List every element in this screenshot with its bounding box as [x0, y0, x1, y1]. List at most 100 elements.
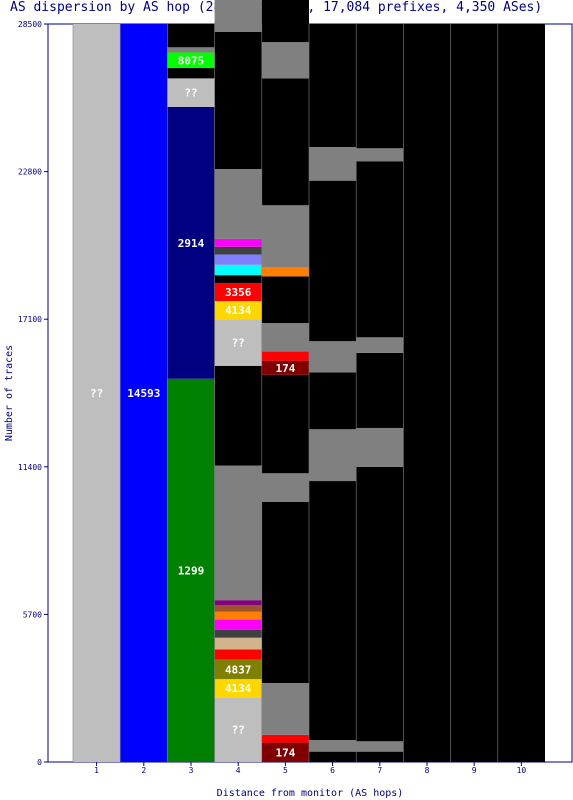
bar-segment-3-1 [167, 106, 215, 379]
bar-segment-4-18 [214, 246, 262, 255]
bar-segment-4-0 [214, 697, 262, 762]
bar-segment-4-3 [214, 649, 262, 660]
bar-segment-7-0 [356, 751, 404, 762]
bar-segment-6-6 [309, 180, 357, 342]
x-tick-label-9: 9 [472, 766, 477, 775]
bar-segment-10-0 [497, 24, 545, 762]
bar-segment-1-0 [73, 24, 121, 762]
bar-segment-7-1 [356, 741, 404, 752]
bar-segment-3-4 [167, 52, 215, 69]
bar-segment-4-11 [214, 365, 262, 466]
bar-segment-9-0 [450, 24, 498, 762]
segment-label-3-2: ?? [184, 87, 197, 100]
bar-segment-4-17 [214, 254, 262, 265]
y-tick-label-0: 0 [37, 758, 42, 767]
bar-segment-3-5 [167, 47, 215, 53]
bar-segment-6-8 [309, 24, 357, 147]
bar-segment-7-4 [356, 352, 404, 428]
bar-segment-5-4 [261, 473, 309, 502]
x-axis-label: Distance from monitor (AS hops) [217, 788, 404, 799]
bar-segment-5-5 [261, 374, 309, 474]
segment-label-3-4: 8075 [178, 54, 205, 67]
bar-segment-5-11 [261, 205, 309, 268]
bar-segment-5-12 [261, 78, 309, 206]
x-tick-label-1: 1 [94, 766, 99, 775]
y-tick-label-2: 11400 [18, 463, 42, 472]
x-tick-label-6: 6 [330, 766, 335, 775]
bar-segment-6-7 [309, 147, 357, 181]
bar-segment-7-6 [356, 161, 404, 338]
segment-label-4-0: ?? [232, 724, 245, 737]
bar-segment-6-0 [309, 751, 357, 762]
segment-label-4-2: 4837 [225, 663, 252, 676]
bar-segment-4-1 [214, 679, 262, 698]
bar-segment-4-7 [214, 611, 262, 620]
x-tick-label-8: 8 [425, 766, 430, 775]
bar-segment-3-0 [167, 378, 215, 762]
y-tick-label-5: 28500 [18, 20, 42, 29]
bar-segment-4-5 [214, 629, 262, 638]
bar-segment-4-8 [214, 605, 262, 612]
bar-segment-4-2 [214, 659, 262, 680]
bar-segment-4-19 [214, 238, 262, 247]
y-tick-label-4: 22800 [18, 168, 42, 177]
x-tick-label-5: 5 [283, 766, 288, 775]
bar-segment-3-6 [167, 24, 215, 48]
bar-segment-3-2 [167, 78, 215, 107]
y-tick-label-1: 5700 [23, 610, 42, 619]
segment-label-4-13: 4134 [225, 304, 252, 317]
x-tick-label-7: 7 [377, 766, 382, 775]
bar-segment-5-13 [261, 42, 309, 79]
bar-segment-5-7 [261, 351, 309, 361]
segment-label-5-0: 174 [275, 746, 295, 759]
bar-segment-6-3 [309, 429, 357, 482]
bar-segment-2-0 [120, 24, 168, 762]
segment-label-5-6: 174 [275, 362, 295, 375]
bar-segment-5-14 [261, 0, 309, 43]
segment-label-4-14: 3356 [225, 286, 252, 299]
bar-segment-5-6 [261, 360, 309, 375]
bar-segment-6-4 [309, 372, 357, 430]
bar-segment-7-3 [356, 427, 404, 467]
bar-segment-8-0 [403, 24, 451, 762]
bar-segment-4-21 [214, 31, 262, 170]
bar-segment-5-3 [261, 501, 309, 684]
bar-segment-3-3 [167, 68, 215, 79]
bar-segment-4-20 [214, 169, 262, 239]
bar-segment-4-12 [214, 319, 262, 366]
bar-segment-5-2 [261, 683, 309, 735]
bar-segment-4-16 [214, 264, 262, 276]
bar-segment-4-14 [214, 282, 262, 302]
bar-segment-5-0 [261, 742, 309, 762]
bar-segment-7-7 [356, 148, 404, 162]
bar-segment-5-8 [261, 323, 309, 352]
bar-segment-4-9 [214, 600, 262, 606]
bar-segment-4-4 [214, 637, 262, 650]
segment-label-2-0: 14593 [127, 387, 160, 400]
bar-segment-6-5 [309, 341, 357, 373]
segment-label-3-0: 1299 [178, 564, 205, 577]
segment-label-4-12: ?? [232, 337, 245, 350]
bar-segment-7-8 [356, 24, 404, 149]
segment-label-4-1: 4134 [225, 682, 252, 695]
bar-segment-5-9 [261, 276, 309, 324]
bar-segment-4-13 [214, 301, 262, 320]
bar-segment-5-10 [261, 267, 309, 277]
bar-segment-6-2 [309, 481, 357, 740]
bar-segment-6-1 [309, 739, 357, 752]
segment-label-1-0: ?? [90, 387, 103, 400]
bar-segment-5-1 [261, 734, 309, 743]
x-tick-label-4: 4 [236, 766, 241, 775]
y-tick-label-3: 17100 [18, 315, 42, 324]
bar-segment-7-5 [356, 337, 404, 353]
x-tick-label-3: 3 [189, 766, 194, 775]
bar-segment-4-15 [214, 275, 262, 283]
y-axis-label: Number of traces [4, 345, 15, 441]
bar-segment-4-22 [214, 0, 262, 32]
segment-label-3-1: 2914 [178, 237, 205, 250]
x-tick-label-10: 10 [517, 766, 527, 775]
bar-segment-7-2 [356, 466, 404, 742]
bar-segment-4-6 [214, 619, 262, 630]
bar-segment-4-10 [214, 465, 262, 601]
